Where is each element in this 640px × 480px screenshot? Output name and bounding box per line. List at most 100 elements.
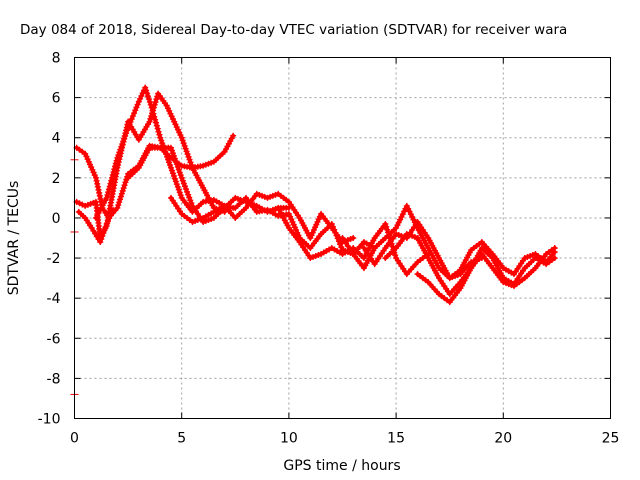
data-point: [176, 169, 183, 176]
data-point: [174, 163, 181, 170]
data-point: [152, 99, 159, 106]
grid: [74, 57, 611, 419]
data-point: [155, 128, 162, 135]
data-point: [170, 152, 177, 159]
data-point: [167, 164, 174, 171]
y-tick-label: 0: [52, 211, 61, 227]
y-tick-label: 2: [52, 171, 61, 187]
data-point: [185, 153, 192, 160]
data-point: [176, 189, 183, 196]
plot-frame: [74, 57, 611, 419]
y-tick-label: -2: [47, 251, 61, 267]
data-point: [110, 206, 117, 213]
data-point: [331, 226, 338, 233]
x-tick-label: 25: [602, 431, 620, 447]
data-point: [149, 110, 156, 117]
data-point: [184, 188, 191, 195]
data-point: [137, 95, 144, 102]
data-point: [143, 87, 150, 94]
data-point: [120, 185, 127, 192]
data-point: [134, 101, 141, 108]
data-point: [168, 147, 175, 154]
data-point: [103, 194, 110, 201]
data-point: [178, 174, 185, 181]
data-point: [114, 204, 121, 211]
data-point: [383, 223, 390, 230]
data-point: [146, 98, 153, 105]
data-point: [165, 156, 172, 163]
data-point: [97, 239, 104, 246]
data-point: [182, 145, 189, 152]
data-point: [185, 191, 192, 198]
data-point: [147, 115, 154, 122]
data-point: [179, 137, 186, 144]
data-point: [106, 215, 113, 222]
data-point: [338, 244, 345, 251]
data-point: [145, 93, 152, 100]
data-point: [132, 107, 139, 114]
y-tick-label: -4: [47, 291, 61, 307]
x-tick-label: 15: [387, 431, 405, 447]
data-point: [98, 236, 105, 243]
y-tick-label: -10: [38, 412, 61, 428]
data-point: [163, 151, 170, 158]
data-point: [230, 132, 237, 139]
data-point: [180, 140, 187, 147]
data-point: [142, 84, 149, 91]
data-point: [152, 119, 159, 126]
x-tick-label: 0: [70, 431, 79, 447]
data-point: [128, 116, 135, 123]
data-point: [181, 183, 188, 190]
y-tick-label: 4: [52, 131, 61, 147]
data-point: [151, 101, 158, 108]
data-point: [171, 175, 178, 182]
data-point: [166, 159, 173, 166]
tick-labels: 0 5 10 15 20 25 -10 -8 -6 -4 -2 0 2 4 6 8: [38, 51, 620, 447]
data-point: [135, 98, 142, 105]
data-point: [382, 220, 389, 227]
data-point: [187, 197, 194, 204]
data-point: [148, 113, 155, 120]
data-point: [150, 104, 157, 111]
data-point: [350, 235, 357, 241]
series-track-10: [382, 230, 558, 298]
data-point: [115, 202, 122, 209]
y-tick-label: 8: [52, 51, 61, 67]
series-track-11: [414, 245, 558, 306]
x-axis-label: GPS time / hours: [283, 458, 400, 474]
y-tick-label: -6: [47, 331, 61, 347]
data-point: [179, 177, 186, 184]
data-point: [103, 220, 110, 227]
x-tick-label: 20: [494, 431, 512, 447]
data-point: [154, 125, 161, 132]
data-point: [157, 134, 164, 141]
data-point: [104, 192, 111, 199]
data-point: [167, 144, 174, 151]
data-point: [116, 199, 123, 206]
series-track-12: [75, 206, 117, 246]
data-point: [172, 178, 179, 185]
data-point: [117, 193, 124, 200]
data-point: [172, 158, 179, 165]
data-point: [178, 134, 185, 141]
data-point: [173, 161, 180, 168]
data-point: [119, 187, 126, 194]
series-track-9: [360, 218, 558, 282]
data-point: [102, 223, 109, 230]
data-point: [149, 107, 156, 114]
data-point: [392, 252, 399, 259]
data-point: [146, 118, 153, 125]
data-point: [170, 173, 177, 180]
data-point: [335, 238, 342, 245]
data-point: [551, 245, 558, 252]
data-point: [183, 148, 190, 155]
data-layer: [70, 84, 558, 395]
data-point: [131, 110, 138, 117]
data-point: [184, 151, 191, 158]
data-point: [108, 209, 115, 216]
data-point: [104, 218, 111, 225]
series-track-6: [232, 194, 378, 258]
data-point: [99, 232, 106, 239]
data-point: [186, 156, 193, 163]
